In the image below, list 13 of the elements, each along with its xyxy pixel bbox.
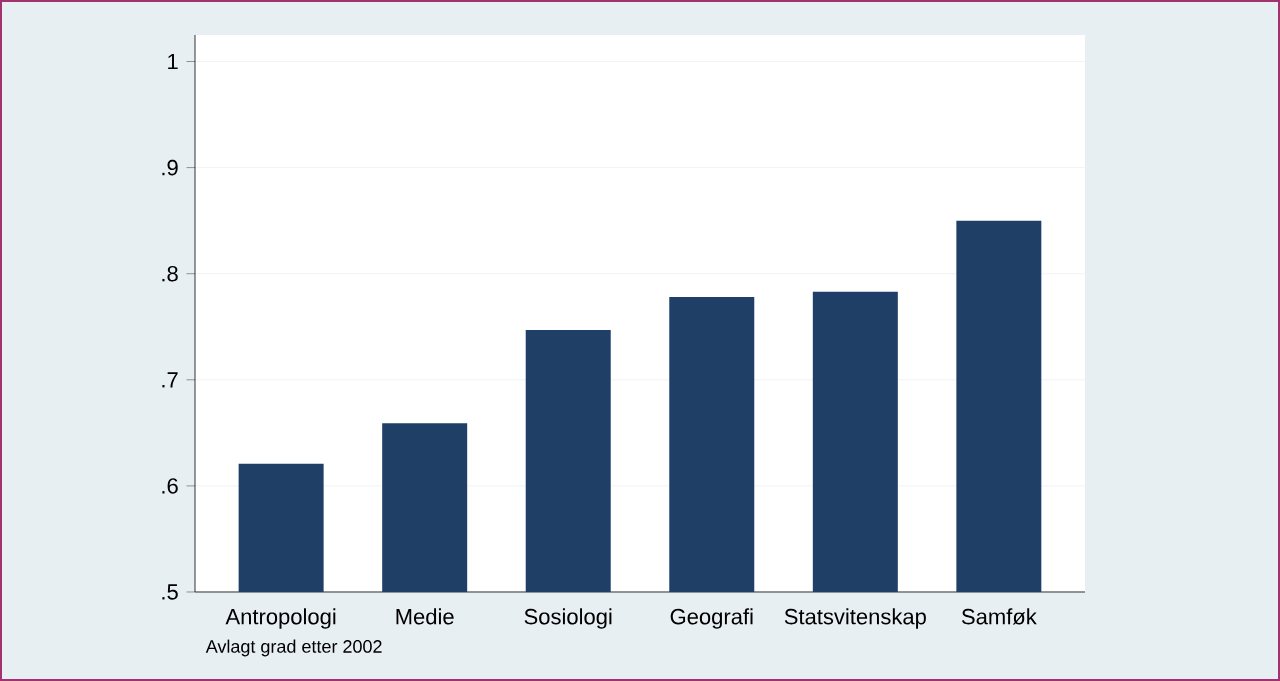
y-tick-label: .7 xyxy=(162,372,178,388)
x-tick-label: Samføk xyxy=(961,608,1037,625)
x-tick-label: Statsvitenskap xyxy=(784,608,926,629)
y-tick-label: 1 xyxy=(168,53,178,70)
x-tick-label: Antropologi xyxy=(225,608,336,629)
text: Avlagt grad etter 2002 xyxy=(205,639,382,657)
y-tick-label: .9 xyxy=(162,159,178,176)
x-tick-label: Medie xyxy=(396,608,454,625)
y-tick-label: .5 xyxy=(162,584,178,600)
x-tick-label: Sosiologi xyxy=(524,608,612,629)
y-tick-label: .6 xyxy=(162,478,178,494)
x-tick-label: Geografi xyxy=(670,608,753,629)
y-tick-label: .8 xyxy=(162,265,178,282)
